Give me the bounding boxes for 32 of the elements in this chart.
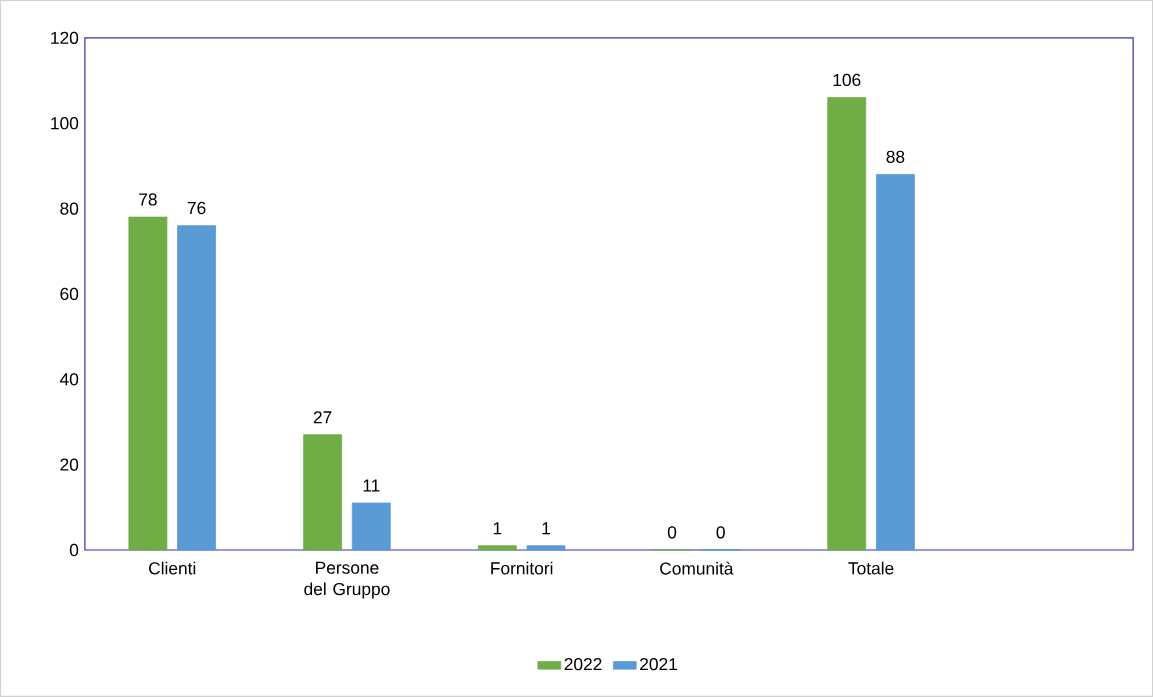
y-tick-label: 100: [51, 117, 79, 130]
bar: [526, 545, 566, 551]
data-label: 0: [667, 526, 677, 539]
bar: [303, 434, 343, 551]
bar: [128, 216, 168, 551]
y-tick-label: 0: [69, 543, 79, 557]
data-label: 0: [716, 526, 725, 539]
legend-label: 2022: [564, 658, 602, 671]
bar: [477, 545, 517, 551]
data-label: 88: [886, 150, 905, 163]
data-label: 1: [493, 522, 502, 535]
y-tick-label: 20: [60, 458, 79, 471]
data-label: 76: [187, 201, 206, 215]
x-tick-label: Fornitori: [491, 561, 553, 575]
x-tick-label: Clienti: [149, 561, 196, 575]
y-tick-label: 40: [59, 373, 79, 386]
x-tick-label: Persone del Gruppo: [304, 561, 390, 599]
data-label: 11: [363, 479, 380, 492]
data-label: 106: [833, 73, 861, 87]
bar: [351, 502, 391, 551]
y-tick-label: 120: [51, 31, 79, 45]
data-label: 1: [542, 522, 550, 535]
y-tick-label: 80: [60, 202, 79, 215]
bar: [876, 174, 915, 551]
data-label: 27: [313, 411, 332, 424]
bar: [177, 225, 216, 551]
y-tick-label: 60: [60, 287, 79, 301]
bar: [827, 97, 867, 551]
x-tick-label: Totale: [848, 561, 894, 575]
legend-label: 2021: [640, 658, 677, 671]
data-label: 78: [139, 193, 157, 206]
x-tick-label: Comunità: [660, 561, 734, 575]
